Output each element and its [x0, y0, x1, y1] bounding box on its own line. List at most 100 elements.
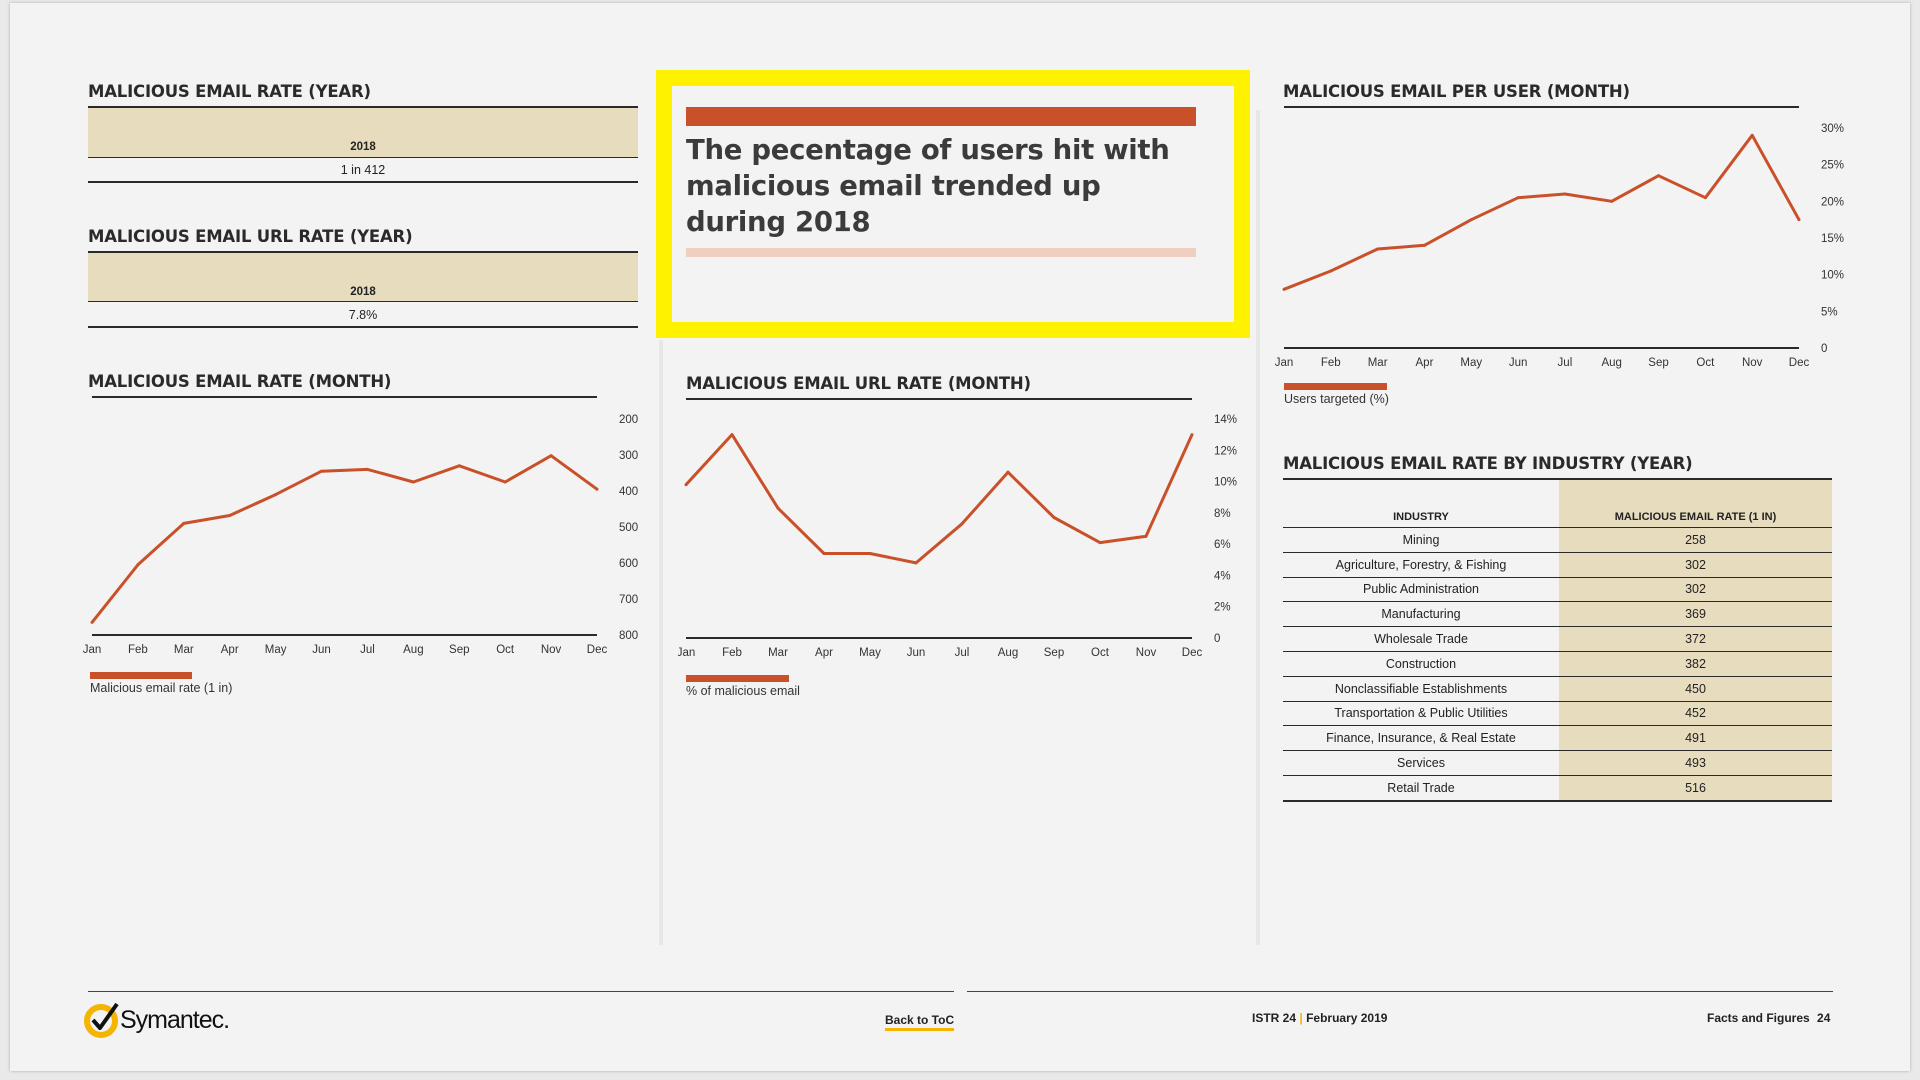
data-point	[1703, 196, 1707, 200]
x-tick-label: Oct	[1091, 647, 1110, 659]
rule	[88, 157, 638, 158]
x-tick-label: Apr	[221, 644, 239, 656]
url-rate-year-value: 7.8%	[348, 308, 378, 322]
data-point	[1006, 470, 1010, 474]
data-point	[549, 454, 553, 458]
x-tick-label: May	[859, 647, 881, 659]
data-point	[182, 521, 186, 525]
back-to-toc-link[interactable]: Back to ToC	[885, 1013, 955, 1031]
series-line	[684, 433, 1194, 565]
rate-cell: 382	[1559, 650, 1832, 677]
checkmark-logo-icon	[84, 1002, 119, 1038]
issue-label: ISTR 24 | February 2019	[1252, 1011, 1387, 1025]
x-tick-label: Feb	[128, 644, 148, 656]
rule	[88, 106, 638, 108]
rate-cell: 302	[1559, 576, 1832, 602]
industry-cell: Nonclassifiable Establishments	[1283, 675, 1559, 702]
data-point	[457, 464, 461, 468]
rate-cell: 450	[1559, 675, 1832, 702]
data-point	[730, 433, 734, 437]
data-point	[228, 513, 232, 517]
x-tick-label: Jul	[360, 644, 375, 656]
data-point	[365, 467, 369, 471]
rate-cell: 372	[1559, 626, 1832, 652]
y-tick-label: 400	[619, 486, 638, 498]
y-tick-label: 0	[1214, 633, 1220, 645]
page-number: 24	[1817, 1011, 1831, 1025]
industry-cell: Wholesale Trade	[1283, 626, 1559, 652]
legend-swatch	[1284, 383, 1387, 390]
data-point	[595, 487, 599, 491]
table-row: Nonclassifiable Establishments 450	[1283, 675, 1832, 702]
x-tick-label: Dec	[1182, 647, 1203, 659]
industry-cell: Services	[1283, 750, 1559, 776]
y-tick-label: 2%	[1214, 602, 1231, 614]
year-header-box	[88, 108, 638, 157]
legend-swatch	[686, 675, 789, 682]
x-tick-label: Jun	[1509, 357, 1528, 369]
data-point	[1422, 243, 1426, 247]
chart-title: MALICIOUS EMAIL RATE (MONTH)	[88, 372, 392, 391]
rate-cell: 493	[1559, 750, 1832, 776]
x-tick-label: Jun	[907, 647, 926, 659]
email-rate-year-title: MALICIOUS EMAIL RATE (YEAR)	[88, 82, 371, 101]
url-rate-year-title: MALICIOUS EMAIL URL RATE (YEAR)	[88, 227, 413, 246]
year-label: 2018	[350, 141, 376, 153]
data-point	[684, 483, 688, 487]
data-point	[1469, 218, 1473, 222]
y-tick-label: 300	[619, 450, 638, 462]
y-tick-label: 14%	[1214, 414, 1237, 426]
y-tick-label: 10%	[1214, 477, 1237, 489]
y-tick-label: 30%	[1821, 123, 1844, 135]
data-point	[1190, 433, 1194, 437]
rate-cell: 258	[1559, 527, 1832, 553]
column-header: MALICIOUS EMAIL RATE (1 IN)	[1559, 480, 1832, 528]
table-row: Retail Trade 516	[1283, 774, 1832, 802]
data-point	[411, 480, 415, 484]
industry-title: MALICIOUS EMAIL RATE BY INDUSTRY (YEAR)	[1283, 454, 1693, 473]
x-tick-label: Aug	[1601, 357, 1621, 369]
legend-label: % of malicious email	[686, 684, 800, 698]
url-month-chart: 0 2% 4% 6% 8% 10% 12% 14% Jan Feb Mar Apr May Jun Jul A…	[678, 398, 1237, 659]
x-tick-label: Feb	[722, 647, 742, 659]
rule	[1283, 478, 1832, 480]
table-row: Mining 258	[1283, 527, 1832, 553]
x-tick-label: Sep	[449, 644, 469, 656]
y-tick-label: 20%	[1821, 196, 1844, 208]
industry-cell: Mining	[1283, 527, 1559, 553]
data-point	[1329, 269, 1333, 273]
table-row: Transportation & Public Utilities 452	[1283, 700, 1832, 726]
x-tick-label: Jul	[1558, 357, 1573, 369]
callout-bottom-bar	[686, 248, 1196, 257]
y-tick-label: 15%	[1821, 233, 1844, 245]
x-tick-label: Oct	[1696, 357, 1715, 369]
x-tick-label: Oct	[496, 644, 515, 656]
table-row: Finance, Insurance, & Real Estate 491	[1283, 725, 1832, 751]
x-tick-label: Mar	[768, 647, 788, 659]
series-line	[1283, 133, 1801, 291]
x-tick-label: Jun	[312, 644, 331, 656]
x-tick-label: Apr	[1416, 357, 1434, 369]
column-divider	[659, 340, 663, 945]
x-tick-label: Jan	[678, 647, 695, 659]
x-tick-label: Jan	[1275, 357, 1293, 369]
x-tick-label: Mar	[174, 644, 194, 656]
legend-swatch	[90, 672, 192, 679]
table-row: Agriculture, Forestry, & Fishing 302	[1283, 551, 1832, 578]
footer-rule	[88, 991, 954, 992]
industry-cell: Manufacturing	[1283, 601, 1559, 627]
column-divider	[1256, 110, 1260, 945]
table-row: Public Administration 302	[1283, 576, 1832, 602]
y-tick-label: 200	[619, 414, 638, 426]
x-tick-label: May	[1460, 357, 1482, 369]
rate-cell: 491	[1559, 725, 1832, 751]
y-tick-label: 500	[619, 522, 638, 534]
data-point	[1750, 133, 1754, 137]
data-point	[503, 480, 507, 484]
y-tick-label: 600	[619, 558, 638, 570]
y-tick-label: 0	[1821, 343, 1827, 355]
data-point	[868, 552, 872, 556]
table-row: Manufacturing 369	[1283, 601, 1832, 627]
data-point	[1144, 534, 1148, 538]
callout-text: The pecentage of users hit with maliciou…	[686, 134, 1170, 238]
